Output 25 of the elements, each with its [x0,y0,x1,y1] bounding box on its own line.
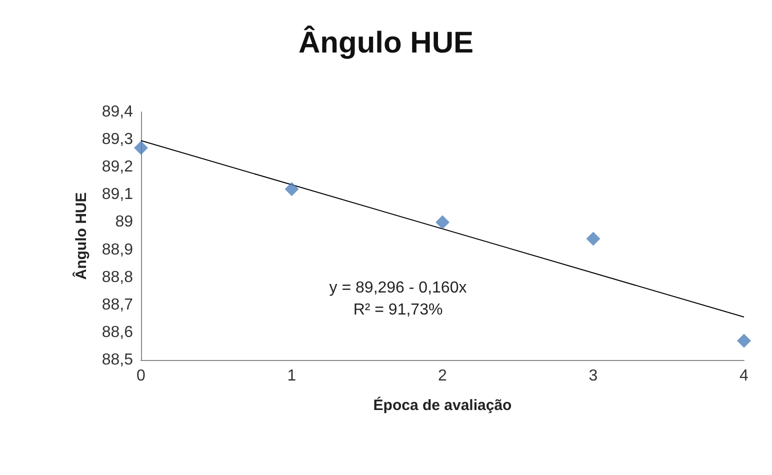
point [586,232,600,246]
y-tick-label: 89 [115,214,134,231]
point [436,215,450,230]
y-tick-label: 88,8 [102,268,134,286]
point [737,334,751,348]
x-axis-title: Época de avaliação [373,396,512,414]
y-tick-label: 88,5 [102,352,134,368]
x-tick-label: 0 [136,368,146,384]
y-tick-label: 88,7 [102,296,134,314]
x-tick-label: 3 [588,368,598,384]
chart-title: Ângulo HUE [298,26,474,60]
point [134,140,148,155]
y-axis-title: Ângulo HUE [72,192,90,280]
y-tick-label: 88,9 [102,241,134,258]
point [284,182,299,196]
x-tick-label: 1 [287,368,296,384]
x-tick-label: 4 [740,368,749,384]
y-tick-label: 89,4 [102,104,134,120]
y-tick-label: 89,3 [102,131,134,148]
annotation: R² = 91,73% [353,302,443,318]
x-tick-label: 2 [438,368,448,384]
y-tick-label: 89,2 [102,158,134,176]
annotation: y = 89,296 - 0,160x [329,280,467,296]
y-tick-label: 88,6 [102,324,134,341]
y-tick-label: 89,1 [102,186,134,204]
